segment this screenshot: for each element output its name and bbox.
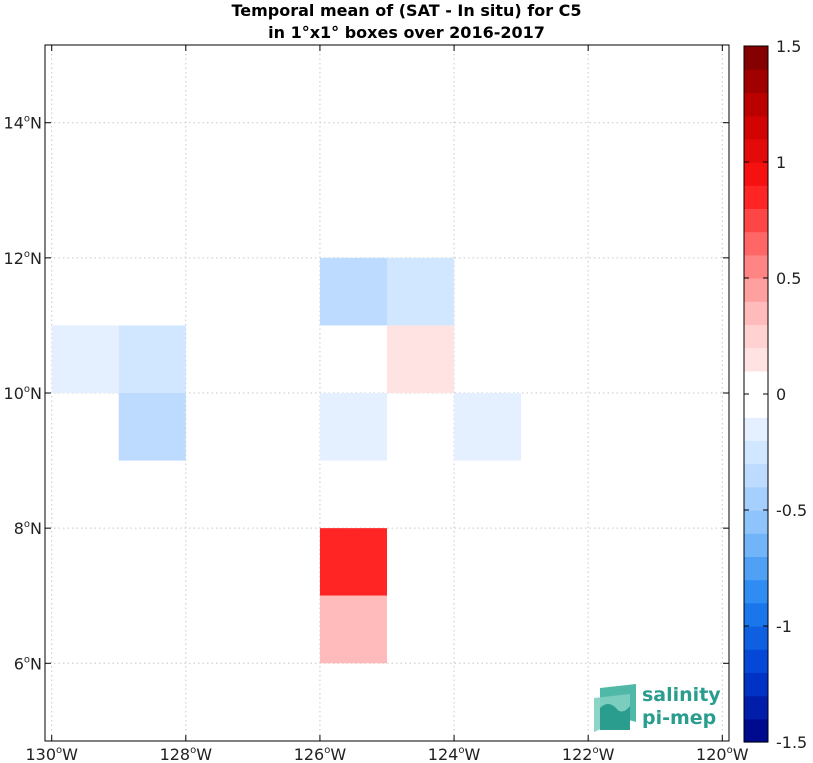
heatmap-cell bbox=[319, 257, 387, 326]
heatmap-cell bbox=[454, 393, 522, 461]
logo-wave-icon bbox=[594, 684, 636, 732]
colorbar-segment bbox=[744, 162, 768, 186]
y-axis: 6oN 8oN 10oN 12oN 14oN bbox=[4, 114, 729, 673]
heatmap-cell bbox=[319, 595, 387, 664]
y-tick-label: 12oN bbox=[4, 249, 42, 268]
colorbar-segment bbox=[744, 46, 768, 70]
colorbar-segment bbox=[744, 649, 768, 673]
colorbar-segment bbox=[744, 579, 768, 604]
heatmap-cell bbox=[319, 528, 387, 596]
colorbar-tick-label: 0.5 bbox=[776, 269, 801, 288]
y-tick-label: 14oN bbox=[4, 114, 42, 133]
colorbar-segment bbox=[744, 347, 768, 372]
cell-layer bbox=[51, 257, 522, 664]
colorbar-segment bbox=[744, 231, 768, 256]
heatmap-cell bbox=[387, 257, 455, 326]
colorbar-segment bbox=[744, 486, 768, 511]
heatmap-cell bbox=[319, 393, 387, 461]
y-tick-label: 10oN bbox=[4, 384, 42, 403]
colorbar-segment bbox=[744, 370, 768, 395]
y-tick-label: 6oN bbox=[14, 654, 42, 673]
x-tick-label: 126oW bbox=[294, 745, 347, 763]
colorbar-segment bbox=[744, 718, 768, 743]
logo-line2: pi-mep bbox=[642, 707, 716, 729]
x-tick-label: 130oW bbox=[25, 745, 78, 763]
x-tick-label: 122oW bbox=[562, 745, 615, 763]
chart-subtitle: in 1°x1° boxes over 2016-2017 bbox=[268, 23, 545, 42]
colorbar-segment bbox=[744, 626, 768, 650]
colorbar-segment bbox=[744, 254, 768, 279]
chart-title: Temporal mean of (SAT - In situ) for C5 bbox=[231, 1, 582, 20]
colorbar-segment bbox=[744, 394, 768, 418]
colorbar-segment bbox=[744, 324, 768, 349]
colorbar: 1.5 1 0.5 0 -0.5 -1 -1.5 bbox=[743, 37, 807, 752]
colorbar-segment bbox=[744, 278, 768, 302]
colorbar-segment bbox=[744, 301, 768, 325]
x-axis: 130oW 128oW 126oW 124oW 122oW 120oW bbox=[25, 45, 749, 763]
colorbar-segment bbox=[744, 69, 768, 93]
heatmap-cell bbox=[118, 393, 186, 461]
salinity-pi-mep-logo: salinity pi-mep bbox=[594, 684, 721, 732]
colorbar-segment bbox=[744, 115, 768, 140]
colorbar-segment bbox=[744, 185, 768, 209]
colorbar-tick-label: -1 bbox=[776, 617, 792, 636]
colorbar-tick-label: 1.5 bbox=[776, 37, 801, 56]
colorbar-tick-label: -0.5 bbox=[776, 501, 807, 520]
x-tick-label: 124oW bbox=[428, 745, 481, 763]
colorbar-segment bbox=[744, 440, 768, 465]
colorbar-segment bbox=[744, 417, 768, 441]
colorbar-tick-label: 1 bbox=[776, 153, 786, 172]
colorbar-segment bbox=[744, 602, 768, 627]
chart-title-block: Temporal mean of (SAT - In situ) for C5 … bbox=[0, 0, 813, 44]
colorbar-segment bbox=[744, 92, 768, 117]
heatmap-cell bbox=[387, 325, 455, 393]
heatmap-cell bbox=[118, 325, 186, 393]
x-tick-label: 120oW bbox=[696, 745, 749, 763]
logo-line1: salinity bbox=[642, 684, 721, 706]
colorbar-tick-label: -1.5 bbox=[776, 733, 807, 752]
y-tick-label: 8oN bbox=[14, 519, 42, 538]
heatmap-cell bbox=[51, 325, 119, 393]
colorbar-segment bbox=[744, 533, 768, 557]
colorbar-segment bbox=[744, 138, 768, 163]
colorbar-segment bbox=[744, 208, 768, 233]
colorbar-segment bbox=[744, 672, 768, 697]
colorbar-segment bbox=[744, 463, 768, 488]
x-tick-label: 128oW bbox=[160, 745, 213, 763]
colorbar-tick-label: 0 bbox=[776, 385, 786, 404]
colorbar-segment bbox=[744, 695, 768, 720]
colorbar-segment bbox=[744, 510, 768, 534]
colorbar-segment bbox=[744, 556, 768, 581]
